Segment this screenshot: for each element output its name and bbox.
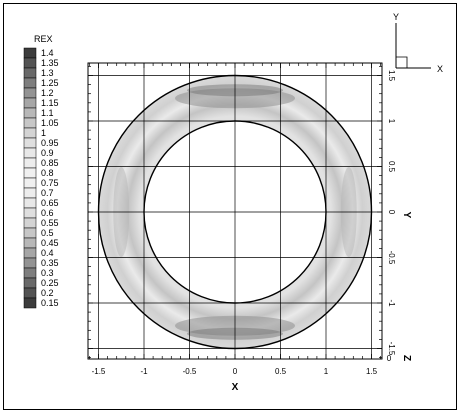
grid-lines	[88, 63, 382, 359]
legend-level-label: 0.8	[41, 168, 54, 178]
annulus-fill	[98, 75, 372, 349]
legend-level-label: 1.4	[41, 48, 54, 58]
legend-swatch	[23, 127, 37, 139]
legend-swatch	[23, 87, 37, 99]
legend-level-label: 0.45	[41, 238, 59, 248]
y-tick-label: -1.5	[387, 342, 396, 356]
legend-level-label: 0.4	[41, 248, 54, 258]
legend-swatch	[23, 157, 37, 169]
y-tick-label: 1	[387, 119, 396, 124]
legend-level-label: 1.3	[41, 68, 54, 78]
legend-swatch	[23, 227, 37, 239]
y-tick-label: -1	[387, 299, 396, 307]
triad-x-label: X	[437, 64, 443, 74]
legend-level-label: 0.75	[41, 178, 59, 188]
legend-level-label: 0.2	[41, 288, 54, 298]
x-tick-label: 1.5	[366, 367, 378, 376]
legend-level-label: 1	[41, 128, 46, 138]
legend-level-label: 0.7	[41, 188, 54, 198]
z-tick-label: 0	[387, 354, 392, 363]
legend-level-label: 0.6	[41, 208, 54, 218]
y-tick-label: 0.5	[387, 161, 396, 173]
legend-swatch	[23, 197, 37, 209]
legend-swatch	[23, 177, 37, 189]
legend-level-label: 0.5	[41, 228, 54, 238]
axis-triad: Y X	[393, 12, 443, 74]
legend-level-label: 1.1	[41, 108, 54, 118]
x-axis-label: X	[232, 382, 239, 393]
legend-level-label: 1.25	[41, 78, 59, 88]
contour-plot: REX 1.41.351.31.251.21.151.11.0510.950.9…	[23, 12, 443, 393]
legend-swatch	[23, 67, 37, 79]
legend-level-label: 0.3	[41, 268, 54, 278]
legend-swatch	[23, 77, 37, 89]
legend-swatch	[23, 47, 37, 59]
legend-swatch	[23, 297, 37, 309]
y-axis-label: Y	[401, 212, 412, 219]
legend-swatch	[23, 117, 37, 129]
figure-frame: REX 1.4 1.35 1.3 1.25 1.2 1.15 1.1 1.05 1 0.95 0.9…	[3, 3, 457, 410]
y-tick-label: 1.5	[387, 70, 396, 82]
legend-level-label: 0.65	[41, 198, 59, 208]
x-tick-label: 0	[233, 367, 238, 376]
x-tick-label: 1	[324, 367, 329, 376]
legend-level-label: 0.95	[41, 138, 59, 148]
legend-swatch	[23, 207, 37, 219]
legend-title: REX	[34, 34, 53, 44]
legend-swatch	[23, 247, 37, 259]
color-legend: REX 1.41.351.31.251.21.151.11.0510.950.9…	[23, 34, 59, 309]
legend-level-label: 1.05	[41, 118, 59, 128]
legend-level-label: 0.15	[41, 298, 59, 308]
triad-y-label: Y	[393, 12, 399, 22]
legend-level-label: 0.25	[41, 278, 59, 288]
legend-level-label: 0.85	[41, 158, 59, 168]
z-axis-label: Z	[401, 355, 412, 361]
x-tick-label: -0.5	[183, 367, 197, 376]
legend-swatch	[23, 107, 37, 119]
legend-level-label: 1.35	[41, 58, 59, 68]
legend-level-label: 0.55	[41, 218, 59, 228]
x-tick-label: -1	[140, 367, 148, 376]
legend-swatch	[23, 97, 37, 109]
legend-level-label: 0.9	[41, 148, 54, 158]
y-tick-label: -0.5	[387, 251, 396, 265]
legend-level-label: 1.15	[41, 98, 59, 108]
legend-swatch	[23, 167, 37, 179]
legend-swatch	[23, 277, 37, 289]
x-tick-label: 0.5	[275, 367, 287, 376]
legend-swatch	[23, 57, 37, 69]
legend-swatch	[23, 257, 37, 269]
legend-swatch	[23, 217, 37, 229]
legend-swatch	[23, 237, 37, 249]
x-tick-label: -1.5	[92, 367, 106, 376]
legend-swatch	[23, 287, 37, 299]
legend-swatch	[23, 137, 37, 149]
legend-swatch	[23, 187, 37, 199]
legend-swatch	[23, 147, 37, 159]
tick-marks	[88, 63, 382, 359]
legend-level-label: 0.35	[41, 258, 59, 268]
y-tick-label: 0	[387, 210, 396, 215]
legend-level-label: 1.2	[41, 88, 54, 98]
legend-swatch	[23, 267, 37, 279]
